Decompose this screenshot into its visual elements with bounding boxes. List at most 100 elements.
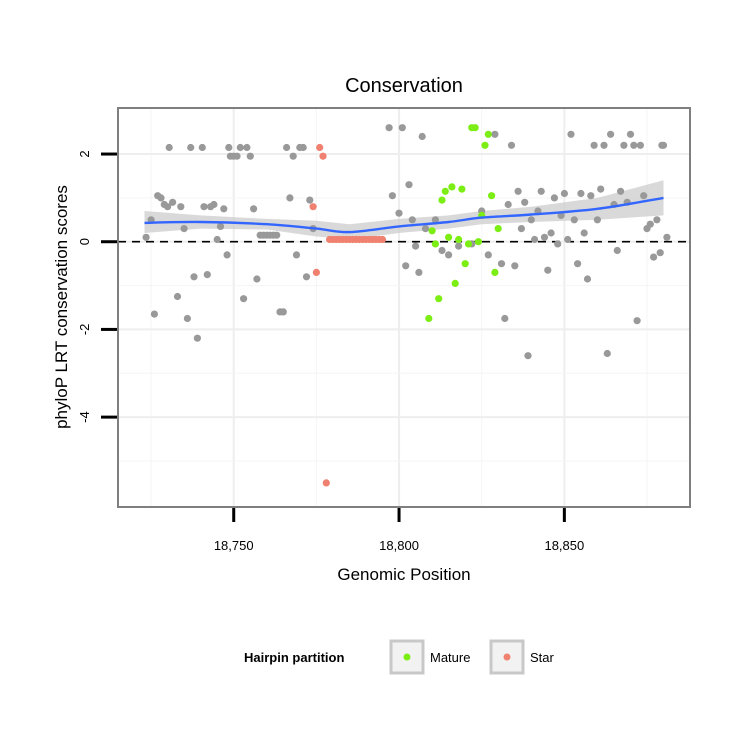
point-other	[421, 225, 430, 233]
point-other	[283, 143, 291, 152]
point-mature	[425, 314, 433, 323]
point-other	[570, 216, 578, 224]
point-other	[173, 292, 182, 301]
point-other	[273, 231, 281, 239]
point-star	[378, 235, 387, 244]
point-other	[438, 246, 446, 255]
point-mature	[488, 192, 496, 200]
point-other	[431, 216, 439, 224]
legend-key-mature	[403, 653, 411, 661]
point-other	[507, 141, 516, 149]
y-tick-label: -4	[77, 411, 92, 423]
smooth-curve	[144, 196, 664, 234]
point-other	[574, 260, 582, 268]
point-other	[180, 225, 188, 233]
point-mature	[441, 187, 449, 195]
point-mature	[455, 235, 463, 244]
point-other	[613, 246, 621, 255]
point-other	[415, 268, 423, 276]
point-other	[203, 271, 211, 279]
point-mature	[448, 183, 456, 191]
point-other	[405, 181, 413, 189]
point-other	[445, 251, 453, 259]
point-other	[385, 124, 393, 132]
point-other	[663, 233, 671, 241]
point-mature	[435, 295, 443, 303]
point-other	[213, 235, 221, 244]
point-other	[587, 192, 595, 200]
point-other	[395, 209, 403, 217]
point-other	[540, 233, 549, 241]
point-other	[408, 216, 416, 224]
point-mature	[481, 141, 489, 149]
point-other	[177, 203, 185, 211]
point-other	[220, 205, 228, 213]
point-other	[193, 334, 201, 342]
point-other	[142, 233, 150, 241]
smooth-curve-group	[144, 196, 664, 234]
point-other	[501, 314, 509, 323]
point-other	[617, 187, 625, 195]
y-axis-label: phyloP LRT conservation scores	[52, 185, 71, 429]
point-other	[484, 251, 492, 259]
point-other	[240, 295, 248, 303]
x-axis-label: Genomic Position	[337, 565, 470, 584]
point-other	[289, 152, 297, 160]
point-other	[292, 251, 301, 259]
point-other	[210, 200, 218, 209]
point-other	[656, 249, 664, 257]
legend-title: Hairpin partition	[244, 650, 344, 665]
legend-key-star	[503, 653, 511, 661]
point-other	[659, 141, 668, 149]
point-other	[554, 240, 562, 248]
point-star	[312, 268, 320, 276]
point-other	[640, 192, 648, 200]
point-other	[491, 130, 499, 138]
point-other	[550, 194, 559, 202]
point-other	[607, 130, 615, 138]
y-tick-label: 0	[77, 238, 92, 245]
point-other	[580, 229, 588, 237]
point-mature	[474, 238, 482, 246]
point-other	[286, 194, 294, 202]
point-other	[388, 192, 396, 200]
point-other	[165, 143, 173, 152]
point-other	[590, 141, 598, 149]
point-other	[547, 229, 555, 237]
point-other	[633, 317, 641, 325]
point-other	[198, 143, 206, 152]
point-other	[517, 225, 526, 233]
point-other	[243, 143, 251, 152]
point-other	[531, 235, 539, 244]
point-mature	[484, 130, 492, 138]
point-other	[650, 253, 658, 261]
point-other	[597, 185, 605, 193]
legend-key-box-mature	[389, 639, 425, 675]
point-star	[322, 479, 330, 487]
point-other	[279, 308, 287, 316]
point-other	[299, 143, 307, 152]
point-other	[402, 262, 410, 270]
point-other	[514, 187, 522, 195]
panel-border	[117, 107, 691, 508]
point-other	[190, 273, 198, 281]
point-other	[302, 273, 311, 281]
point-other	[169, 198, 177, 206]
point-other	[497, 260, 506, 268]
point-other	[544, 266, 552, 274]
point-other	[630, 141, 638, 149]
point-other	[593, 216, 602, 224]
legend-label-star: Star	[530, 650, 555, 665]
point-star	[316, 143, 324, 152]
point-mature	[461, 260, 469, 268]
y-tick-label: 2	[77, 150, 92, 157]
point-other	[306, 196, 314, 204]
point-other	[583, 275, 592, 283]
point-other	[600, 141, 608, 149]
axes: 18,750 18,800 18,850 2 0 -2 -4	[77, 150, 584, 553]
point-mature	[494, 225, 502, 233]
point-other	[455, 242, 463, 250]
point-other	[603, 349, 611, 358]
point-mature	[471, 124, 479, 132]
y-tick-label: -2	[77, 324, 92, 336]
